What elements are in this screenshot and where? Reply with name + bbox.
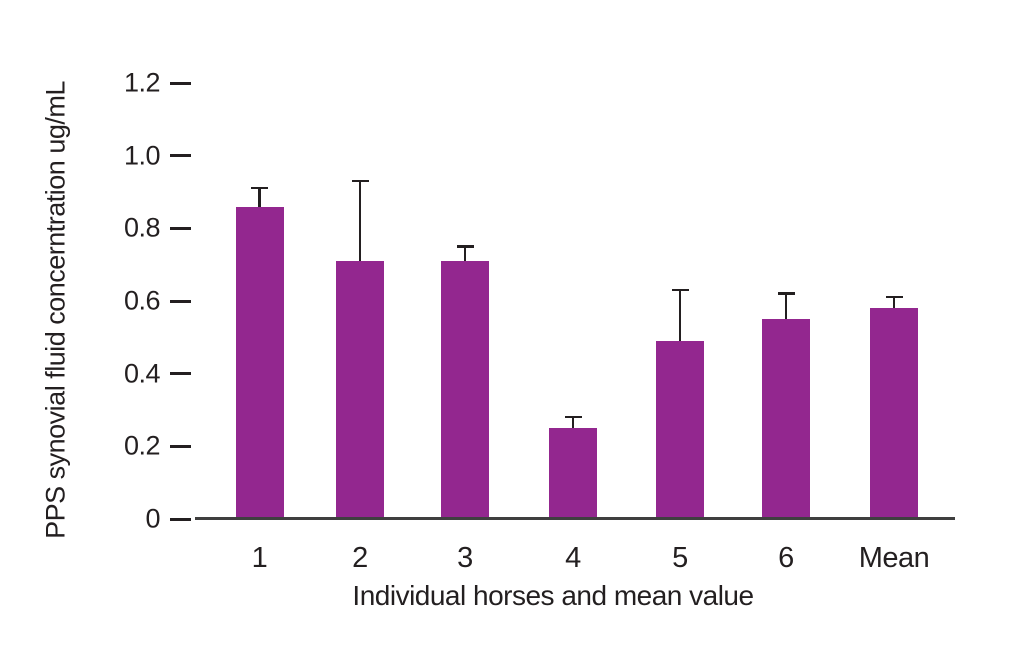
x-category-label: Mean: [858, 542, 930, 574]
bar-6: [762, 319, 810, 519]
error-bar-stem: [892, 297, 896, 309]
y-tick-mark: [170, 299, 191, 303]
x-category-label: 1: [251, 542, 268, 574]
error-bar-cap: [251, 186, 268, 190]
y-tick-mark: [170, 517, 191, 521]
bar-1: [235, 206, 284, 519]
error-bar-cap: [564, 415, 582, 419]
x-category-label: 2: [352, 542, 368, 574]
error-bar-cap: [885, 295, 903, 299]
y-tick-label: 1.0: [123, 140, 161, 171]
x-category-label: 6: [778, 542, 794, 574]
error-bar-cap: [777, 292, 795, 295]
error-bar-stem: [784, 293, 788, 320]
bar-mean: [870, 308, 918, 519]
error-bar-stem: [258, 188, 261, 207]
y-tick-mark: [170, 444, 191, 448]
y-tick-label: 1.2: [123, 67, 161, 98]
bar-4: [549, 428, 597, 519]
y-tick-mark: [170, 226, 191, 230]
y-tick-label: 0.2: [123, 430, 161, 461]
x-category-label: 3: [457, 542, 473, 574]
error-bar-stem: [358, 181, 362, 262]
error-bar-cap: [456, 245, 474, 248]
bar-2: [336, 261, 384, 519]
y-tick-label: 0.6: [123, 285, 161, 316]
bar-3: [441, 261, 489, 519]
y-tick-label: 0.8: [123, 212, 161, 243]
y-tick-mark: [170, 372, 191, 376]
error-bar-stem: [678, 290, 682, 341]
y-tick-mark: [170, 81, 191, 85]
error-bar-cap: [671, 288, 689, 292]
error-bar-stem: [463, 246, 467, 262]
x-axis-title: Individual horses and mean value: [352, 580, 754, 611]
y-tick-label: 0: [145, 503, 160, 534]
y-tick-mark: [170, 154, 191, 158]
error-bar-stem: [571, 417, 575, 429]
error-bar-cap: [351, 179, 369, 183]
y-tick-label: 0.4: [123, 358, 161, 389]
x-category-label: 4: [565, 542, 581, 574]
x-category-label: 5: [672, 542, 688, 574]
x-axis-line: [195, 517, 955, 520]
bar-5: [656, 340, 704, 519]
